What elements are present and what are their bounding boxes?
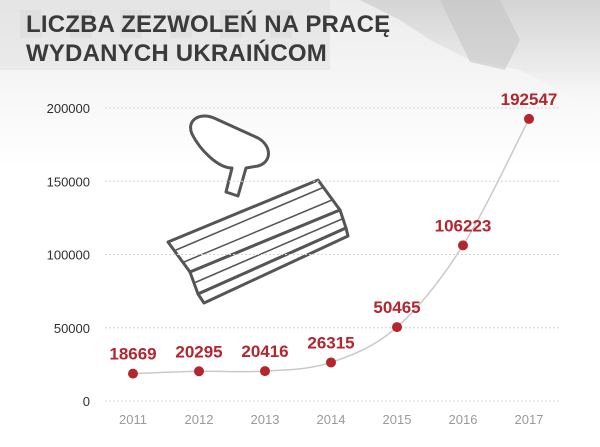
x-tick-label: 2016	[449, 412, 478, 427]
data-label: 50465	[373, 298, 420, 317]
chart-title-line-1: LICZBA ZEZWOLEŃ NA PRACĘ	[26, 11, 391, 38]
chart-title: LICZBA ZEZWOLEŃ NA PRACĘ WYDANYCH UKRAIŃ…	[26, 10, 390, 68]
y-tick-label: 200000	[47, 101, 90, 116]
x-tick-label: 2014	[317, 412, 346, 427]
person-silhouette	[360, 0, 600, 120]
data-points	[128, 113, 534, 379]
data-point	[260, 366, 270, 377]
data-label: 106223	[435, 216, 492, 235]
data-label: 20416	[241, 342, 288, 361]
rubber-stamp-illustration	[166, 114, 350, 305]
y-axis-ticks: 0 50000 100000 150000 200000	[47, 101, 90, 409]
x-tick-label: 2012	[185, 412, 214, 427]
data-label: 18669	[109, 345, 156, 364]
y-tick-label: 100000	[47, 248, 90, 263]
chart-title-line-2: WYDANYCH UKRAIŃCOM	[26, 40, 327, 67]
x-tick-label: 2017	[515, 412, 544, 427]
data-point	[458, 240, 468, 251]
data-point	[326, 357, 336, 368]
data-point	[194, 366, 204, 377]
y-tick-label: 150000	[47, 174, 90, 189]
x-tick-label: 2011	[119, 412, 147, 427]
y-tick-label: 50000	[54, 321, 90, 336]
x-axis-ticks: 2011 2012 2013 2014 2015 2016 2017	[119, 412, 543, 427]
x-tick-label: 2015	[383, 412, 412, 427]
data-point	[392, 322, 402, 333]
x-tick-label: 2013	[251, 412, 280, 427]
building-silhouette	[0, 0, 330, 70]
data-labels: 18669 20295 20416 26315 50465 106223 192547	[109, 90, 557, 364]
data-point	[524, 113, 534, 124]
data-point	[128, 368, 138, 379]
gridlines	[105, 107, 560, 402]
data-label: 20295	[175, 342, 222, 361]
data-label: 192547	[501, 90, 558, 109]
y-tick-label: 0	[83, 394, 90, 409]
data-label: 26315	[307, 333, 354, 352]
